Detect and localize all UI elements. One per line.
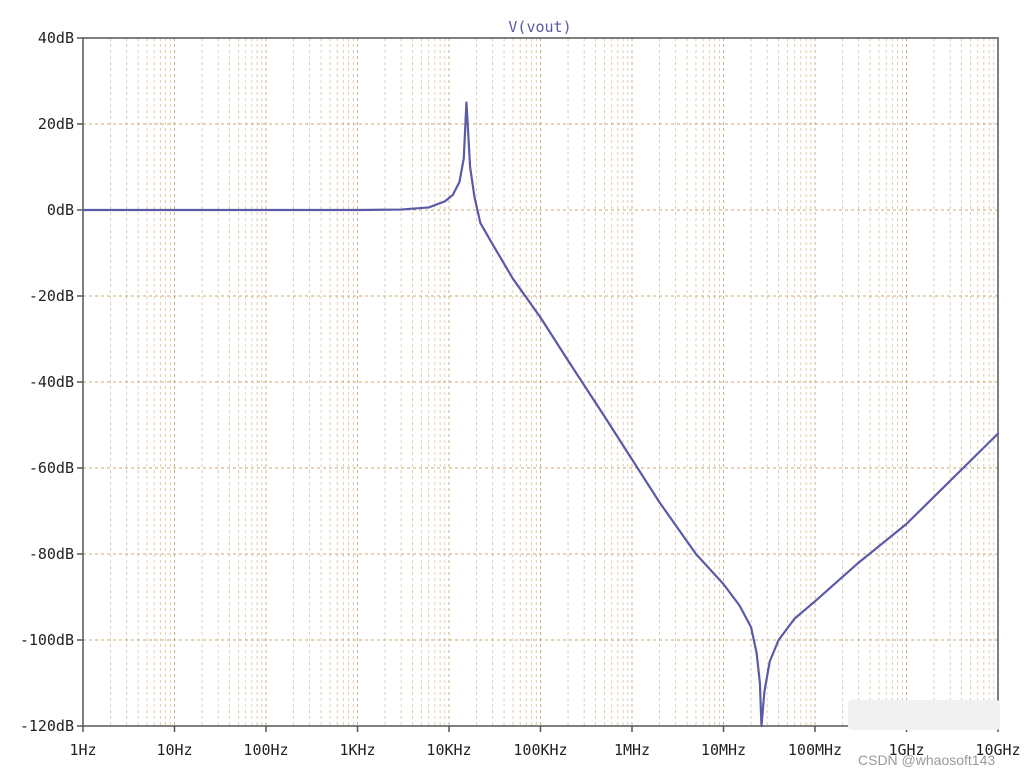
series (81, 101, 1000, 728)
y-tick-label: 20dB (38, 115, 74, 133)
y-tick-label: -100dB (20, 631, 74, 649)
x-tick-label: 10GHz (975, 741, 1020, 759)
watermark-blur-patch (848, 700, 1000, 730)
x-tick-label: 10MHz (701, 741, 746, 759)
y-tick-label: 40dB (38, 29, 74, 47)
watermark-text: CSDN @whaosoft143 (858, 752, 996, 768)
x-axis-ticks: 1Hz 10Hz 100Hz 1KHz 10KHz 100KHz 1MHz 10MHz 100M… (69, 726, 1021, 759)
x-tick-label: 100KHz (513, 741, 567, 759)
y-tick-label: -80dB (29, 545, 74, 563)
y-tick-label: -20dB (29, 287, 74, 305)
x-tick-label: 10Hz (156, 741, 192, 759)
x-tick-label: 1Hz (69, 741, 96, 759)
x-tick-label: 100Hz (243, 741, 288, 759)
y-tick-label: 0dB (47, 201, 74, 219)
grid (83, 38, 998, 726)
series-line (81, 101, 1000, 728)
x-tick-label: 100MHz (788, 741, 842, 759)
y-tick-label: -60dB (29, 459, 74, 477)
chart-title: V(vout) (508, 18, 571, 36)
y-tick-label: -120dB (20, 717, 74, 735)
x-tick-label: 10KHz (426, 741, 471, 759)
x-tick-label: 1KHz (339, 741, 375, 759)
y-axis-ticks: 40dB 20dB 0dB -20dB -40dB -60dB -80dB -100dB -12… (20, 29, 83, 735)
x-tick-label: 1MHz (614, 741, 650, 759)
x-tick-label: 1GHz (888, 741, 924, 759)
y-tick-label: -40dB (29, 373, 74, 391)
